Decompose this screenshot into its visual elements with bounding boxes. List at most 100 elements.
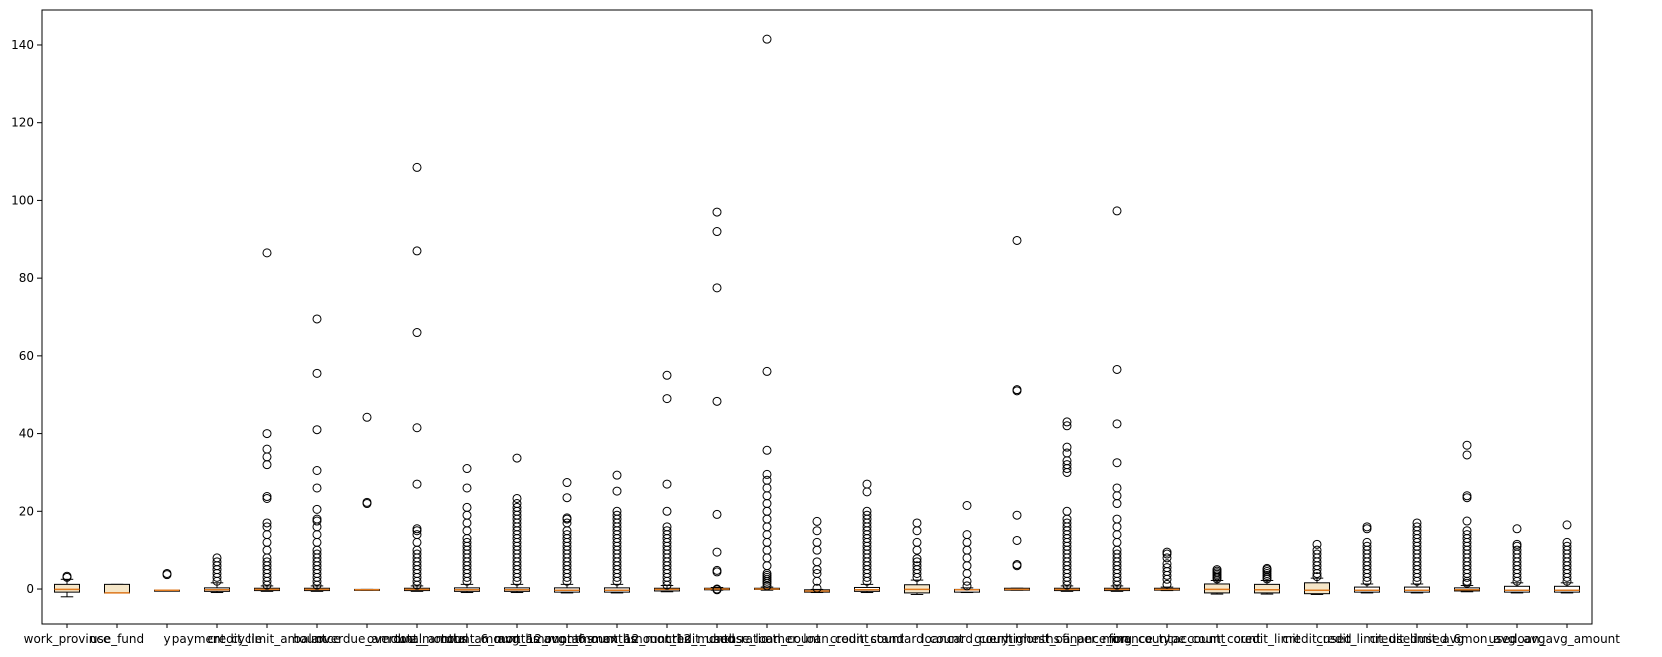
- outlier-point: [1112, 419, 1122, 429]
- outlier-point: [512, 502, 522, 512]
- outlier-point: [312, 314, 322, 324]
- outlier-point: [1112, 522, 1122, 532]
- box-body: [1204, 583, 1230, 594]
- outlier-point: [912, 561, 922, 571]
- outlier-point: [312, 516, 322, 526]
- x-tick-label: y: [163, 632, 170, 646]
- outlier-point: [412, 530, 422, 540]
- outlier-point: [762, 581, 772, 591]
- outlier-point: [712, 584, 722, 594]
- outlier-point: [962, 581, 972, 591]
- x-tick-label: account_count: [1173, 632, 1261, 646]
- outlier-point: [262, 492, 272, 502]
- outlier-point: [762, 366, 772, 376]
- outlier-point: [812, 526, 822, 536]
- x-tick-label: max_amount_12_months: [592, 632, 743, 646]
- x-tick-label: credit_limit_avg: [1370, 632, 1465, 646]
- outlier-point: [812, 568, 822, 578]
- outlier-point: [1462, 493, 1472, 503]
- outlier-point: [412, 524, 422, 534]
- box-credit-limit-used: [1354, 522, 1380, 594]
- outlier-point: [912, 518, 922, 528]
- plot-frame: [41, 9, 1593, 625]
- outlier-point: [1462, 491, 1472, 501]
- outlier-point: [1312, 549, 1322, 559]
- outlier-point: [912, 545, 922, 555]
- outlier-point: [762, 499, 772, 509]
- outlier-point: [1512, 545, 1522, 555]
- outlier-point: [1012, 385, 1022, 395]
- outlier-point: [762, 522, 772, 532]
- plot-area: [54, 34, 1580, 598]
- outlier-point: [762, 506, 772, 516]
- box-total-amount-12-months: [504, 453, 530, 594]
- outlier-point: [562, 518, 572, 528]
- x-tick-label: avg_amount_12_months: [544, 632, 691, 646]
- outlier-point: [862, 506, 872, 516]
- x-tick-label: credit_limit_amount: [207, 632, 326, 646]
- outlier-point: [762, 530, 772, 540]
- outlier-point: [412, 246, 422, 256]
- x-tick-label: finance_org_count: [1062, 632, 1172, 646]
- outlier-point: [1162, 579, 1172, 589]
- x-tick-label: use_fund: [90, 632, 144, 646]
- box-total-amount-6-months: [454, 464, 480, 594]
- outlier-point: [462, 483, 472, 493]
- box-used-avg: [1504, 524, 1530, 594]
- box-credit-limit-amount: [254, 248, 280, 592]
- outlier-point: [462, 510, 472, 520]
- outlier-point: [562, 530, 572, 540]
- outlier-point: [962, 530, 972, 540]
- outlier-point: [1012, 560, 1022, 570]
- box-finance-type-count: [1154, 547, 1180, 592]
- outlier-point: [162, 568, 172, 578]
- x-tick-label: query_months: [974, 632, 1060, 646]
- box-finance-org-count: [1104, 206, 1130, 592]
- box-balance: [304, 314, 330, 592]
- outlier-point: [1562, 520, 1572, 530]
- outlier-point: [262, 537, 272, 547]
- outlier-point: [962, 568, 972, 578]
- outlier-point: [1112, 499, 1122, 509]
- outlier-point: [212, 553, 222, 563]
- outlier-point: [612, 510, 622, 520]
- outlier-point: [1012, 235, 1022, 245]
- outlier-point: [762, 483, 772, 493]
- x-tick-label: credit_limit_used: [1316, 632, 1418, 646]
- y-tick-label: 40: [19, 427, 34, 441]
- outlier-point: [562, 493, 572, 503]
- outlier-point: [662, 522, 672, 532]
- outlier-point: [562, 513, 572, 523]
- x-tick-label: total_amount_12_months: [441, 632, 593, 646]
- outlier-point: [1062, 460, 1072, 470]
- x-tick-label: finance_type_count: [1109, 632, 1226, 646]
- x-tick-label: loan_avg_amount: [1514, 632, 1620, 646]
- outlier-point: [412, 328, 422, 338]
- outlier-point: [1112, 206, 1122, 216]
- outlier-point: [1062, 417, 1072, 427]
- outlier-point: [762, 561, 772, 571]
- box-house-loan-count: [754, 34, 780, 591]
- box-query-months: [1004, 235, 1030, 591]
- outlier-point: [362, 412, 372, 422]
- x-tick-label: credit_count: [830, 632, 904, 646]
- outlier-point: [262, 545, 272, 555]
- outlier-point: [462, 518, 472, 528]
- outlier-point: [712, 207, 722, 217]
- box-used-6mon-avg: [1454, 440, 1480, 593]
- outlier-point: [1162, 563, 1172, 573]
- outlier-point: [1162, 553, 1172, 563]
- outlier-point: [412, 423, 422, 433]
- x-tick-label: house_loan_count: [713, 632, 821, 646]
- outlier-point: [1112, 458, 1122, 468]
- box-y: [154, 568, 180, 592]
- y-tick-label: 140: [11, 38, 34, 52]
- outlier-point: [1262, 563, 1272, 573]
- x-tick-label: credit_used_ratio: [666, 632, 769, 646]
- box-highest-oa-per-mon: [1054, 417, 1080, 592]
- box-body: [1254, 583, 1280, 594]
- box-max-amount-12-months: [654, 370, 680, 593]
- box-body: [1304, 582, 1330, 595]
- outlier-point: [962, 545, 972, 555]
